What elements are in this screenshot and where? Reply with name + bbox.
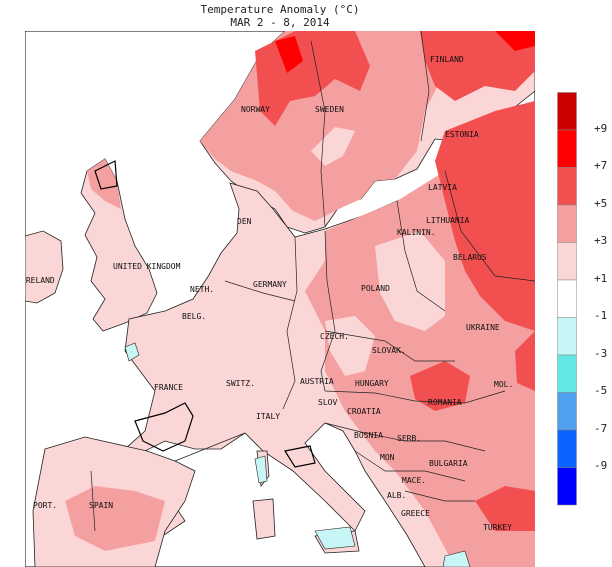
label-ukraine: UKRAINE — [466, 323, 500, 332]
label-spain: SPAIN — [89, 501, 113, 510]
legend-swatch — [557, 392, 577, 431]
label-greece: GREECE — [401, 509, 430, 518]
label-netherlands: NETH. — [190, 285, 214, 294]
label-belgium: BELG. — [182, 312, 206, 321]
label-montenegro: MON — [380, 453, 395, 462]
legend-swatch — [557, 92, 577, 131]
label-estonia: ESTONIA — [445, 130, 479, 139]
label-albania: ALB. — [387, 491, 406, 500]
label-lithuania: LITHUANIA — [426, 216, 470, 225]
label-portugal: PORT. — [33, 501, 57, 510]
legend-label: -1 — [594, 309, 608, 322]
legend-label: +5 — [594, 196, 608, 210]
country-labels: FINLAND NORWAY SWEDEN ESTONIA LATVIA LIT… — [25, 55, 513, 532]
label-slovenia: SLOV — [318, 398, 337, 407]
label-slovakia: SLOVAK. — [372, 346, 406, 355]
contour-lines — [94, 160, 316, 468]
legend-swatch — [557, 204, 577, 243]
label-belarus: BELARUS — [453, 253, 487, 262]
label-germany: GERMANY — [253, 280, 287, 289]
legend-swatch — [557, 429, 577, 468]
label-moldova: MOL. — [494, 380, 513, 389]
country-borders — [90, 31, 535, 532]
legend-swatch — [557, 354, 577, 393]
label-sweden: SWEDEN — [315, 105, 344, 114]
label-latvia: LATVIA — [428, 183, 457, 192]
label-uk: UNITED KINGDOM — [113, 262, 181, 271]
label-hungary: HUNGARY — [355, 379, 389, 388]
anomaly-plus7 — [275, 31, 535, 73]
legend-label: -5 — [594, 384, 608, 397]
anomaly-plus1-patches — [311, 127, 445, 376]
label-ireland: IRELAND — [25, 276, 55, 285]
label-norway: NORWAY — [241, 105, 270, 114]
legend-swatch — [557, 467, 577, 506]
legend-label: -3 — [594, 346, 608, 360]
anomaly-minus1 — [124, 342, 471, 567]
color-legend — [557, 92, 577, 506]
anomaly-map: FINLAND NORWAY SWEDEN ESTONIA LATVIA LIT… — [25, 31, 535, 567]
label-czech: CZECH. — [320, 332, 349, 341]
map-title: Temperature Anomaly (°C) — [200, 3, 360, 16]
legend-label: +3 — [594, 234, 608, 247]
label-italy: ITALY — [256, 412, 280, 421]
label-kaliningrad: KALININ. — [397, 228, 436, 237]
label-austria: AUSTRIA — [300, 377, 334, 386]
label-romania: ROMANIA — [428, 398, 462, 407]
label-macedonia: MACE. — [402, 476, 426, 485]
label-bulgaria: BULGARIA — [429, 459, 468, 468]
legend-swatch — [557, 279, 577, 318]
label-bosnia: BOSNIA — [354, 431, 383, 440]
label-france: FRANCE — [154, 383, 183, 392]
legend-label: +9 — [594, 121, 608, 135]
label-turkey: TURKEY — [483, 523, 512, 532]
label-serbia: SERB. — [397, 434, 421, 443]
label-finland: FINLAND — [430, 55, 464, 64]
legend-swatch — [557, 317, 577, 356]
legend-swatch — [557, 129, 577, 168]
label-croatia: CROATIA — [347, 407, 381, 416]
legend-label: +1 — [594, 271, 608, 285]
legend-label: -9 — [594, 459, 608, 472]
label-switzerland: SWITZ. — [226, 379, 255, 388]
legend-label: -7 — [594, 421, 608, 435]
legend-swatch — [557, 167, 577, 206]
legend-swatch — [557, 242, 577, 281]
legend-label: +7 — [594, 159, 608, 172]
label-poland: POLAND — [361, 284, 390, 293]
map-date-range: MAR 2 - 8, 2014 — [230, 16, 330, 29]
label-denmark: DEN — [237, 217, 252, 226]
